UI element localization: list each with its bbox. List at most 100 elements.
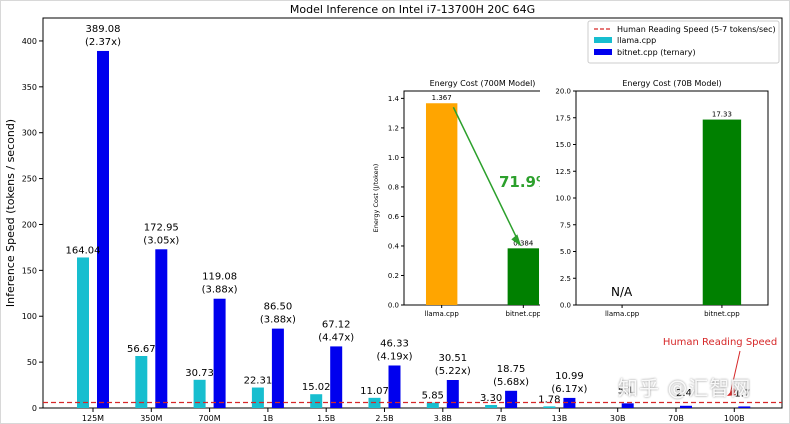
data-label-llama: 3.30: [480, 393, 502, 404]
x-tick-label: 1.5B: [317, 414, 335, 423]
data-label-bitnet: 2.4: [676, 388, 692, 399]
legend: Human Reading Speed (5-7 tokens/sec) llam…: [587, 20, 780, 64]
x-tick-label: 7B: [496, 414, 507, 423]
x-tick-label: 125M: [82, 414, 104, 423]
data-label-speedup: (4.19x): [377, 351, 413, 362]
data-label-bitnet: 172.95: [144, 222, 179, 233]
data-label-speedup: (5.68x): [493, 377, 529, 388]
x-tick-label: 1B: [263, 414, 274, 423]
annotation-arrow-line: [729, 350, 741, 396]
data-label-llama: 5.85: [422, 391, 444, 402]
data-label-speedup: (3.88x): [202, 285, 238, 296]
inset-y-tick-label: 1.2: [388, 124, 399, 132]
y-tick-label: 400: [22, 37, 37, 46]
data-label-speedup: (2.37x): [85, 37, 121, 48]
bar-bitnet: [330, 346, 343, 408]
inset-y-tick-label: 0.0: [388, 302, 399, 310]
x-tick-label: 3.8B: [434, 414, 452, 423]
bar-bitnet: [621, 403, 634, 408]
y-tick-label: 300: [22, 129, 37, 138]
data-label-speedup: (5.22x): [435, 366, 471, 377]
bar-llama: [77, 257, 89, 408]
data-label-bitnet: 1.7: [734, 388, 750, 399]
data-label-llama: 164.04: [66, 245, 101, 256]
data-label-llama: 22.31: [244, 376, 273, 387]
bar-bitnet: [505, 390, 518, 408]
bar-bitnet: [271, 328, 284, 408]
reduction-arrowhead: [511, 234, 522, 247]
data-label-bitnet: 18.75: [497, 364, 526, 375]
inset-y-axis-label: Energy Cost (J/token): [372, 164, 380, 233]
data-label-speedup: (4.47x): [318, 332, 354, 343]
reduction-label: 71.9%: [499, 173, 551, 191]
data-label-speedup: (3.88x): [260, 315, 296, 326]
inset-y-tick-label: 1.4: [388, 95, 400, 103]
bar-bitnet: [388, 365, 401, 408]
inset-energy-70b: Energy Cost (70B Model) 0.0 2.5 5.0 7.5 10.0 1…: [540, 71, 776, 329]
inset-title: Energy Cost (70B Model): [622, 79, 721, 88]
inset-bar: [702, 119, 742, 305]
inset-value-label: 17.33: [712, 111, 732, 119]
inset-y-tick-label: 17.5: [555, 114, 571, 122]
chart-title: Model Inference on Intel i7-13700H 20C 6…: [290, 3, 535, 16]
legend-label-reference: Human Reading Speed (5-7 tokens/sec): [617, 25, 776, 34]
bar-bitnet: [446, 380, 459, 408]
bar-llama: [251, 387, 264, 408]
inset-y-tick-label: 0.4: [388, 242, 400, 250]
bar-bitnet: [680, 405, 692, 408]
x-tick-label: 30B: [610, 414, 626, 423]
inset-y-tick-label: 12.5: [555, 168, 571, 176]
bar-bitnet: [738, 406, 751, 408]
annotation-arrowhead: [727, 388, 736, 396]
inset-y-tick-label: 2.5: [560, 275, 571, 283]
bar-llama: [135, 355, 148, 408]
bar-llama: [426, 402, 439, 408]
x-tick-label: 13B: [552, 414, 568, 423]
inset-y-tick-label: 10.0: [555, 195, 571, 203]
y-tick-label: 100: [22, 312, 37, 321]
main-plot: Model Inference on Intel i7-13700H 20C 6…: [4, 3, 783, 423]
annotation-human-reading: Human Reading Speed: [663, 337, 777, 348]
inset-y-tick-label: 0.6: [388, 213, 400, 221]
inset-y-tick-label: 0.2: [388, 272, 399, 280]
data-label-speedup: (6.17x): [551, 384, 587, 395]
bar-bitnet: [155, 249, 168, 408]
inset-x-tick-label: bitnet.cpp: [506, 310, 542, 318]
inset-y-tick-label: 0.8: [388, 183, 399, 191]
data-label-llama: 11.07: [360, 386, 389, 397]
legend-swatch-bitnet: [594, 49, 612, 55]
data-label-bitnet: 86.50: [264, 302, 293, 313]
data-label-bitnet: 5.1: [618, 385, 634, 396]
data-label-bitnet: 10.99: [555, 371, 584, 382]
data-label-speedup: (3.05x): [143, 235, 179, 246]
data-label-llama: 1.78: [538, 394, 560, 405]
y-axis-label: Inference Speed (tokens / second): [4, 119, 17, 307]
legend-label-llama: llama.cpp: [617, 36, 656, 45]
data-label-bitnet: 119.08: [202, 272, 237, 283]
legend-box: [587, 20, 780, 64]
data-label-llama: 56.67: [127, 344, 156, 355]
bar-llama: [485, 404, 498, 408]
data-label-llama: 30.73: [185, 368, 214, 379]
y-tick-label: 50: [27, 358, 37, 367]
inset-y-tick-label: 20.0: [555, 88, 571, 96]
y-tick-label: 250: [22, 175, 37, 184]
data-label-llama: 15.02: [302, 382, 331, 393]
inset-y-tick-label: 0.0: [560, 302, 571, 310]
x-tick-label: 700M: [199, 414, 221, 423]
inset-value-label: 0.384: [513, 239, 534, 247]
legend-label-bitnet: bitnet.cpp (ternary): [617, 48, 696, 57]
watermark: 知乎 @汇智网: [618, 376, 752, 400]
bar-llama: [193, 379, 206, 408]
inset-bar: [507, 248, 540, 305]
y-tick-label: 350: [22, 83, 37, 92]
inset-y-tick-label: 7.5: [560, 221, 571, 229]
reduction-arrow-line: [452, 106, 520, 244]
y-tick-label: 200: [22, 220, 37, 229]
inset-y-tick-label: 1.0: [388, 154, 399, 162]
inset-bar: [425, 103, 458, 305]
inset-y-tick-label: 15.0: [555, 141, 571, 149]
bar-bitnet: [563, 397, 576, 408]
bar-llama: [543, 406, 556, 408]
